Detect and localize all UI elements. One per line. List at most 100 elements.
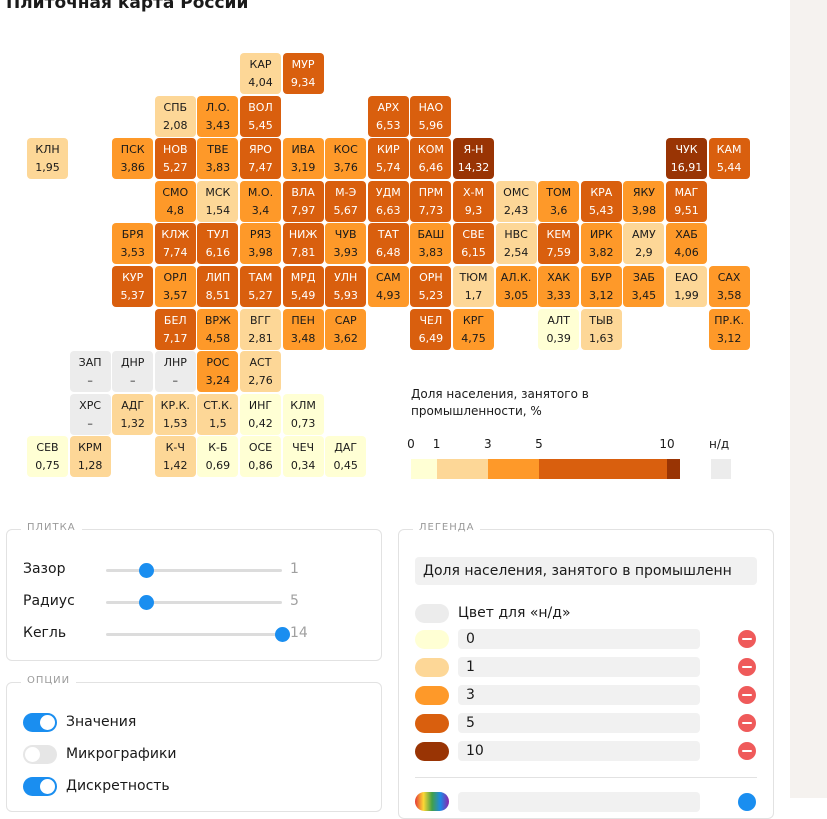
region-tile[interactable]: СЕВ 0,75: [27, 436, 68, 478]
region-tile[interactable]: ТЫВ 1,63: [580, 308, 622, 350]
stop-color-swatch[interactable]: [415, 742, 449, 761]
region-tile[interactable]: ХАБ 4,06: [666, 223, 707, 265]
slider-track[interactable]: [106, 627, 290, 642]
palette-field[interactable]: [458, 792, 700, 812]
na-color-swatch[interactable]: [415, 604, 449, 623]
region-tile[interactable]: КЕМ 7,59: [538, 223, 580, 265]
region-tile[interactable]: МРД 5,49: [282, 266, 324, 307]
region-tile[interactable]: ИНГ 0,42: [240, 393, 281, 435]
stop-color-swatch[interactable]: [415, 630, 449, 649]
region-tile[interactable]: К-Ч 1,42: [154, 436, 196, 478]
region-tile[interactable]: ВОЛ 5,45: [240, 95, 281, 137]
option-toggle[interactable]: [23, 777, 57, 796]
region-tile[interactable]: КОМ 6,46: [410, 138, 452, 180]
region-tile[interactable]: НАО 5,96: [410, 95, 452, 137]
region-tile[interactable]: УДМ 6,63: [367, 180, 409, 222]
region-tile[interactable]: ЗАБ 3,45: [623, 266, 665, 307]
remove-stop-button[interactable]: [738, 686, 756, 704]
stop-value-input[interactable]: 10: [458, 741, 700, 761]
region-tile[interactable]: СМО 4,8: [154, 180, 196, 222]
region-tile[interactable]: ТОМ 3,6: [538, 180, 580, 222]
region-tile[interactable]: ПР.К. 3,12: [708, 308, 750, 350]
region-tile[interactable]: АЛ.К. 3,05: [495, 266, 537, 307]
region-tile[interactable]: КРГ 4,75: [453, 308, 494, 350]
region-tile[interactable]: РОС 3,24: [197, 351, 239, 393]
slider-track[interactable]: [106, 595, 282, 610]
region-tile[interactable]: ТАТ 6,48: [367, 223, 409, 265]
region-tile[interactable]: Л.О. 3,43: [197, 95, 239, 137]
region-tile[interactable]: ПЕН 3,48: [282, 308, 324, 350]
legend-title-input[interactable]: Доля населения, занятого в промышленн: [415, 557, 757, 585]
region-tile[interactable]: ИРК 3,82: [580, 223, 622, 265]
region-tile[interactable]: ТВЕ 3,83: [197, 138, 239, 180]
region-tile[interactable]: ЯКУ 3,98: [623, 180, 665, 222]
region-tile[interactable]: КЛН 1,95: [27, 138, 68, 180]
region-tile[interactable]: НВС 2,54: [495, 223, 537, 265]
region-tile[interactable]: МАГ 9,51: [666, 180, 707, 222]
region-tile[interactable]: КЛМ 0,73: [282, 393, 324, 435]
region-tile[interactable]: СПБ 2,08: [154, 95, 196, 137]
region-tile[interactable]: ТЮМ 1,7: [453, 266, 494, 307]
region-tile[interactable]: ОМС 2,43: [495, 180, 537, 222]
region-tile[interactable]: ЯРО 7,47: [240, 138, 281, 180]
region-tile[interactable]: М.О. 3,4: [240, 180, 281, 222]
region-tile[interactable]: ИВА 3,19: [282, 138, 324, 180]
region-tile[interactable]: РЯЗ 3,98: [240, 223, 281, 265]
region-tile[interactable]: ТАМ 5,27: [240, 266, 281, 307]
palette-icon[interactable]: [415, 792, 449, 811]
region-tile[interactable]: НИЖ 7,81: [282, 223, 324, 265]
region-tile[interactable]: ЛИП 8,51: [197, 266, 239, 307]
region-tile[interactable]: БЕЛ 7,17: [154, 308, 196, 350]
region-tile[interactable]: К-Б 0,69: [197, 436, 239, 478]
add-stop-button[interactable]: [738, 793, 756, 811]
region-tile[interactable]: МСК 1,54: [197, 180, 239, 222]
region-tile[interactable]: Х-М 9,3: [453, 180, 494, 222]
region-tile[interactable]: ОРН 5,23: [410, 266, 452, 307]
region-tile[interactable]: Я-Н 14,32: [453, 138, 494, 180]
region-tile[interactable]: ПСК 3,86: [112, 138, 154, 180]
option-toggle[interactable]: [23, 713, 57, 732]
stop-color-swatch[interactable]: [415, 686, 449, 705]
remove-stop-button[interactable]: [738, 658, 756, 676]
remove-stop-button[interactable]: [738, 742, 756, 760]
region-tile[interactable]: ЛНР –: [154, 351, 196, 393]
region-tile[interactable]: ЧЕЧ 0,34: [282, 436, 324, 478]
region-tile[interactable]: АДГ 1,32: [112, 393, 154, 435]
region-tile[interactable]: ПРМ 7,73: [410, 180, 452, 222]
region-tile[interactable]: М-Э 5,67: [325, 180, 367, 222]
region-tile[interactable]: КР.К. 1,53: [154, 393, 196, 435]
region-tile[interactable]: НОВ 5,27: [154, 138, 196, 180]
stop-value-input[interactable]: 3: [458, 685, 700, 705]
slider-track[interactable]: [106, 563, 282, 578]
region-tile[interactable]: САМ 4,93: [367, 266, 409, 307]
remove-stop-button[interactable]: [738, 630, 756, 648]
stop-value-input[interactable]: 0: [458, 629, 700, 649]
region-tile[interactable]: ТУЛ 6,16: [197, 223, 239, 265]
region-tile[interactable]: МУР 9,34: [282, 53, 324, 94]
region-tile[interactable]: СТ.К. 1,5: [197, 393, 239, 435]
region-tile[interactable]: ЧУК 16,91: [666, 138, 707, 180]
region-tile[interactable]: КАМ 5,44: [708, 138, 750, 180]
region-tile[interactable]: ВРЖ 4,58: [197, 308, 239, 350]
stop-color-swatch[interactable]: [415, 714, 449, 733]
region-tile[interactable]: БРЯ 3,53: [112, 223, 154, 265]
region-tile[interactable]: ВЛА 7,97: [282, 180, 324, 222]
region-tile[interactable]: САР 3,62: [325, 308, 367, 350]
region-tile[interactable]: ЕАО 1,99: [666, 266, 707, 307]
region-tile[interactable]: ОСЕ 0,86: [240, 436, 281, 478]
stop-color-swatch[interactable]: [415, 658, 449, 677]
region-tile[interactable]: АРХ 6,53: [367, 95, 409, 137]
region-tile[interactable]: КРА 5,43: [580, 180, 622, 222]
remove-stop-button[interactable]: [738, 714, 756, 732]
region-tile[interactable]: ДАГ 0,45: [325, 436, 367, 478]
slider-thumb[interactable]: [139, 595, 155, 610]
region-tile[interactable]: КУР 5,37: [112, 266, 154, 307]
region-tile[interactable]: БАШ 3,83: [410, 223, 452, 265]
region-tile[interactable]: ЧЕЛ 6,49: [410, 308, 452, 350]
region-tile[interactable]: БУР 3,12: [580, 266, 622, 307]
region-tile[interactable]: ОРЛ 3,57: [154, 266, 196, 307]
region-tile[interactable]: ХРС –: [69, 393, 111, 435]
region-tile[interactable]: КЛЖ 7,74: [154, 223, 196, 265]
region-tile[interactable]: КРМ 1,28: [69, 436, 111, 478]
region-tile[interactable]: КАР 4,04: [240, 53, 281, 94]
